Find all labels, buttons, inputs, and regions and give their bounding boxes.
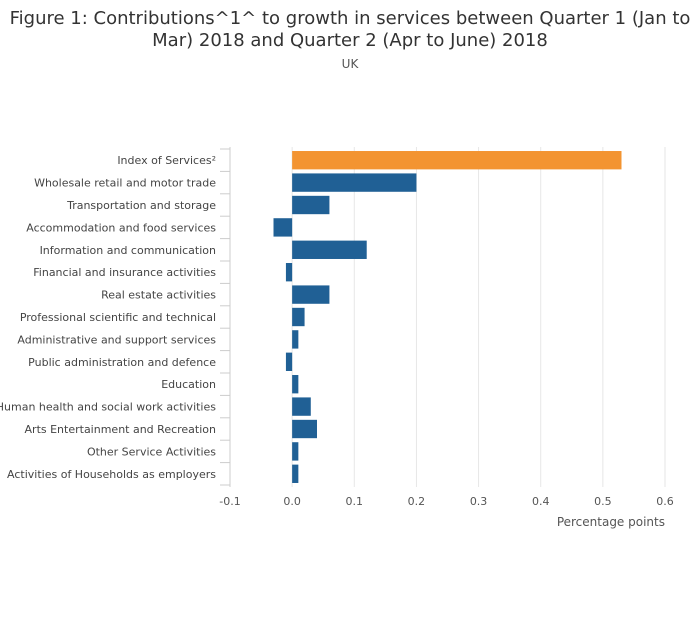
category-label: Information and communication <box>40 244 216 257</box>
category-label: Index of Services² <box>117 154 216 167</box>
x-axis-title: Percentage points <box>557 515 665 529</box>
category-label: Human health and social work activities <box>0 401 216 414</box>
bar-6[interactable] <box>285 263 293 282</box>
bar-7[interactable] <box>292 285 330 304</box>
x-tick-label: 0.4 <box>532 495 550 508</box>
bar-14[interactable] <box>292 442 299 461</box>
bar-8[interactable] <box>292 307 305 327</box>
bar-1[interactable] <box>292 151 622 170</box>
bar-10[interactable] <box>285 352 293 371</box>
category-label: Public administration and defence <box>28 356 216 369</box>
x-tick-label: 0.6 <box>656 495 674 508</box>
x-tick-label: 0.5 <box>594 495 612 508</box>
category-label: Activities of Households as employers <box>7 468 216 481</box>
category-label: Financial and insurance activities <box>33 266 216 279</box>
chart-subtitle: UK <box>341 57 359 71</box>
category-label: Professional scientific and technical <box>20 311 216 324</box>
bar-4[interactable] <box>273 218 293 237</box>
category-label: Administrative and support services <box>17 333 216 346</box>
bar-5[interactable] <box>292 240 367 259</box>
category-label: Education <box>161 378 216 391</box>
x-tick-label: 0.0 <box>283 495 301 508</box>
category-label: Transportation and storage <box>66 199 216 212</box>
category-label: Arts Entertainment and Recreation <box>25 423 217 436</box>
category-label: Accommodation and food services <box>26 221 216 234</box>
bar-15[interactable] <box>292 464 299 483</box>
x-tick-label: 0.2 <box>408 495 426 508</box>
bar-9[interactable] <box>292 330 299 349</box>
category-label: Wholesale retail and motor trade <box>34 177 216 190</box>
x-tick-label: 0.1 <box>346 495 364 508</box>
category-label: Real estate activities <box>101 289 216 302</box>
bar-12[interactable] <box>292 397 311 416</box>
bar-13[interactable] <box>292 419 317 439</box>
bar-3[interactable] <box>292 195 330 215</box>
bar-2[interactable] <box>292 173 417 192</box>
x-tick-label: -0.1 <box>219 495 240 508</box>
x-tick-label: 0.3 <box>470 495 488 508</box>
category-label: Other Service Activities <box>87 445 216 458</box>
bar-11[interactable] <box>292 375 299 394</box>
chart-title: Figure 1: Contributions^1^ to growth in … <box>9 8 691 51</box>
